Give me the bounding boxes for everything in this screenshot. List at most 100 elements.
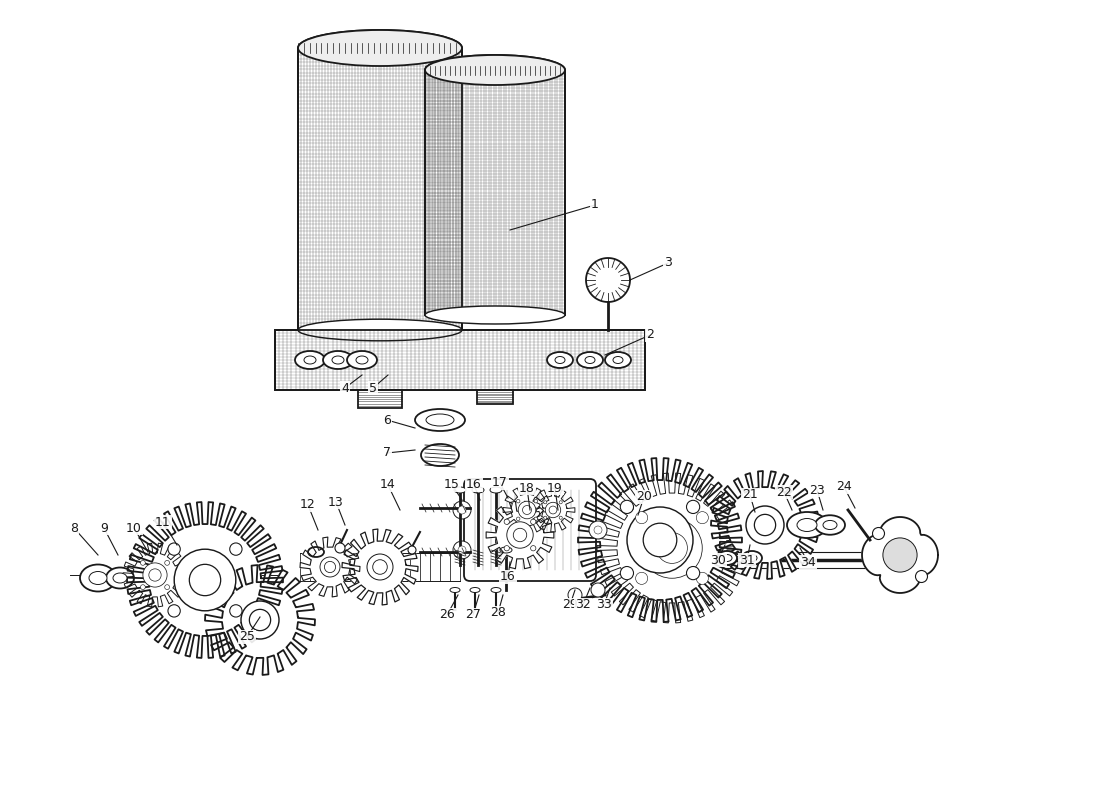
Ellipse shape <box>722 554 732 562</box>
Circle shape <box>546 502 561 518</box>
Polygon shape <box>597 473 747 623</box>
Ellipse shape <box>798 518 817 531</box>
Text: 19: 19 <box>547 482 563 494</box>
Circle shape <box>148 569 162 581</box>
Polygon shape <box>205 565 315 675</box>
Circle shape <box>755 514 775 536</box>
Circle shape <box>324 562 336 573</box>
Ellipse shape <box>89 571 107 585</box>
Ellipse shape <box>332 356 344 364</box>
Text: 5: 5 <box>368 382 377 394</box>
Ellipse shape <box>168 605 180 617</box>
Text: 25: 25 <box>239 630 255 643</box>
Circle shape <box>518 501 536 519</box>
Text: 24: 24 <box>836 481 851 494</box>
Circle shape <box>174 549 235 611</box>
Ellipse shape <box>605 352 631 368</box>
Polygon shape <box>578 458 742 622</box>
Ellipse shape <box>230 605 242 617</box>
Ellipse shape <box>106 567 134 589</box>
Polygon shape <box>298 30 462 48</box>
Text: 30: 30 <box>711 554 726 566</box>
Ellipse shape <box>535 499 538 503</box>
Ellipse shape <box>530 546 536 551</box>
Text: 15: 15 <box>444 478 460 491</box>
Ellipse shape <box>168 543 180 555</box>
Circle shape <box>367 554 393 580</box>
Circle shape <box>458 546 466 554</box>
Text: 17: 17 <box>492 477 508 490</box>
Circle shape <box>250 610 271 630</box>
Ellipse shape <box>556 357 565 363</box>
Ellipse shape <box>80 565 116 591</box>
Ellipse shape <box>426 414 454 426</box>
Circle shape <box>657 533 688 563</box>
Circle shape <box>189 564 221 596</box>
Circle shape <box>458 506 466 514</box>
Polygon shape <box>298 48 462 330</box>
Ellipse shape <box>425 55 565 85</box>
Text: 9: 9 <box>100 522 108 534</box>
Text: 31: 31 <box>739 554 755 566</box>
Polygon shape <box>425 70 565 315</box>
Circle shape <box>883 538 917 572</box>
Ellipse shape <box>516 517 520 521</box>
Text: 2: 2 <box>646 329 653 342</box>
Ellipse shape <box>516 499 520 503</box>
Ellipse shape <box>613 357 623 363</box>
Ellipse shape <box>491 587 501 593</box>
Polygon shape <box>486 502 554 569</box>
Circle shape <box>320 557 340 577</box>
Ellipse shape <box>696 512 708 524</box>
Circle shape <box>453 541 471 559</box>
Circle shape <box>549 506 557 514</box>
Bar <box>477 390 513 404</box>
Ellipse shape <box>823 521 837 530</box>
Ellipse shape <box>815 515 845 534</box>
Ellipse shape <box>696 572 708 584</box>
FancyBboxPatch shape <box>464 479 596 581</box>
Ellipse shape <box>421 444 459 466</box>
Ellipse shape <box>113 573 127 583</box>
Circle shape <box>915 570 927 582</box>
Ellipse shape <box>530 519 536 525</box>
Ellipse shape <box>295 351 324 369</box>
Text: 33: 33 <box>596 598 612 611</box>
Ellipse shape <box>559 501 562 504</box>
Ellipse shape <box>504 519 509 525</box>
Ellipse shape <box>786 512 827 538</box>
Ellipse shape <box>686 566 700 580</box>
Text: 23: 23 <box>810 483 825 497</box>
Ellipse shape <box>165 561 169 566</box>
Text: 4: 4 <box>341 382 349 394</box>
Ellipse shape <box>717 551 737 565</box>
Ellipse shape <box>323 351 353 369</box>
Circle shape <box>522 506 531 514</box>
Text: 22: 22 <box>777 486 792 498</box>
Text: 6: 6 <box>383 414 390 426</box>
Text: 28: 28 <box>491 606 506 619</box>
Circle shape <box>627 507 693 573</box>
Polygon shape <box>123 543 187 607</box>
Ellipse shape <box>230 543 242 555</box>
Ellipse shape <box>543 516 547 519</box>
Text: 18: 18 <box>519 482 535 494</box>
Polygon shape <box>586 258 630 302</box>
Circle shape <box>241 601 279 639</box>
Text: 11: 11 <box>155 515 170 529</box>
Ellipse shape <box>535 517 538 521</box>
Text: 34: 34 <box>800 555 816 569</box>
Circle shape <box>588 521 607 539</box>
Circle shape <box>514 528 527 542</box>
Ellipse shape <box>636 512 648 524</box>
Ellipse shape <box>620 566 634 580</box>
Polygon shape <box>342 529 418 605</box>
Text: 8: 8 <box>70 522 78 534</box>
Ellipse shape <box>141 561 145 566</box>
Circle shape <box>591 583 605 597</box>
Text: 3: 3 <box>664 257 672 270</box>
Ellipse shape <box>346 351 377 369</box>
Polygon shape <box>126 502 283 658</box>
Text: 29: 29 <box>562 598 578 611</box>
Ellipse shape <box>747 554 757 562</box>
